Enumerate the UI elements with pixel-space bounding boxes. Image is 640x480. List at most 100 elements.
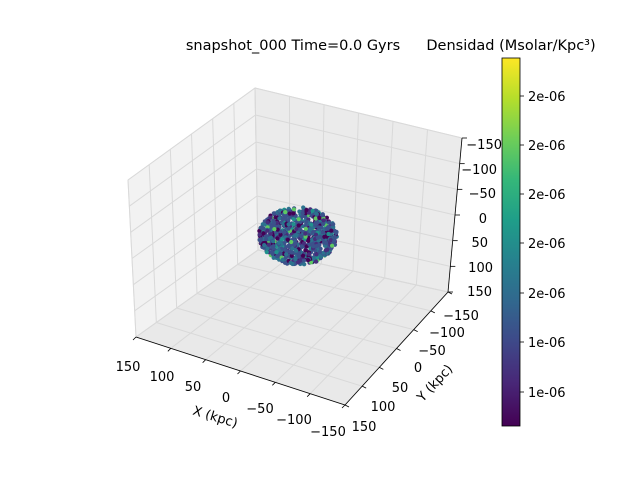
scatter-point — [288, 260, 293, 265]
scatter-point — [302, 241, 307, 246]
scatter-point — [317, 242, 322, 247]
scatter-point — [308, 227, 313, 232]
x-tick — [237, 370, 241, 375]
scatter-point — [306, 238, 311, 243]
y-tick — [361, 385, 367, 389]
x-tick-label: 50 — [185, 380, 202, 395]
x-tick — [132, 336, 137, 341]
scatter-point — [264, 250, 269, 255]
scatter-point — [317, 215, 322, 220]
scatter-point — [303, 211, 308, 216]
grid-lines — [127, 87, 463, 406]
y-tick-label: −50 — [418, 344, 445, 359]
scatter-point — [286, 222, 291, 227]
scatter-point — [261, 231, 266, 236]
scatter-point — [303, 248, 308, 253]
scatter-point — [275, 227, 280, 232]
scatter-point — [286, 226, 291, 231]
x-tick — [341, 404, 346, 409]
scatter-point — [280, 257, 285, 262]
x-axis-label: X (kpc) — [191, 404, 239, 432]
y-tick — [396, 348, 401, 351]
scatter-point — [277, 208, 283, 213]
scatter-point — [265, 228, 270, 233]
scatter-point — [307, 252, 312, 257]
x-tick — [167, 348, 172, 352]
scatter-point — [309, 222, 314, 227]
x-tick — [306, 393, 311, 397]
scatter-point — [320, 213, 325, 218]
scatter-point — [282, 230, 287, 235]
scatter-point — [281, 221, 286, 227]
scatter-point — [327, 220, 332, 225]
scatter-point — [296, 254, 301, 259]
scatter-point — [314, 211, 319, 216]
scatter-point — [268, 215, 273, 220]
scatter-point — [274, 250, 279, 255]
scatter-point — [298, 258, 303, 263]
scatter-point — [259, 225, 264, 230]
scatter-point — [276, 240, 282, 245]
scatter-point — [310, 208, 315, 213]
scatter-point — [314, 252, 319, 257]
scatter-point — [287, 211, 292, 216]
x-tick-label: 0 — [222, 391, 230, 406]
y-tick — [379, 366, 384, 370]
y-tick-labels: 150 100 50 0 −50 −100 −150 — [352, 309, 479, 435]
scatter-point — [315, 235, 320, 240]
scatter-point — [303, 214, 308, 219]
z-tick-label: −100 — [461, 163, 497, 178]
scatter-point — [285, 237, 290, 242]
scatter-point — [318, 254, 323, 259]
y-tick-label: −150 — [443, 309, 479, 324]
colorbar-tick-label: 2e-06 — [528, 90, 566, 105]
grid-line — [134, 222, 258, 312]
scatter-point — [300, 211, 305, 216]
scatter-points — [257, 205, 339, 267]
scatter-point — [317, 249, 322, 254]
grid-line — [237, 264, 431, 312]
scatter-point — [271, 255, 276, 260]
z-tick-label: −150 — [466, 138, 502, 153]
grid-line — [254, 87, 259, 251]
y-tick-label: −100 — [429, 326, 465, 341]
scatter-point — [301, 253, 306, 258]
scatter-point — [302, 262, 307, 267]
scatter-point — [306, 210, 311, 215]
scatter-point — [284, 214, 289, 219]
scatter-point — [262, 243, 267, 248]
x-tick-labels: 150 100 50 0 −50 −100 −150 — [116, 360, 346, 440]
scatter-point — [271, 239, 276, 244]
scatter-point — [323, 248, 328, 253]
colorbar-tick-label: 2e-06 — [528, 188, 566, 203]
scatter-point — [268, 231, 273, 236]
scatter-point — [308, 260, 314, 265]
colorbar-tick-labels: 2e-06 2e-06 2e-06 2e-06 2e-06 1e-06 1e-0… — [528, 90, 566, 401]
colorbar-tick-label: 1e-06 — [528, 336, 566, 351]
z-tick-label: 150 — [467, 285, 492, 300]
scatter-point — [290, 246, 295, 251]
colorbar-tick-label: 2e-06 — [528, 139, 566, 154]
x-tick-label: −50 — [246, 402, 273, 417]
scatter-point — [332, 239, 337, 244]
colorbar-tick-label: 1e-06 — [528, 386, 566, 401]
scatter-point — [284, 252, 289, 257]
y-tick — [344, 404, 350, 408]
scatter-point — [291, 211, 296, 216]
x-tick-label: 100 — [150, 370, 175, 385]
scatter-point — [294, 248, 299, 253]
scatter-point — [332, 235, 337, 240]
scatter-point — [306, 258, 311, 263]
scatter-point — [284, 249, 289, 254]
scatter-point — [326, 231, 331, 237]
scatter-point — [321, 230, 326, 235]
scatter-point — [301, 205, 306, 210]
scatter-point — [265, 246, 270, 251]
z-tick-labels: −150 −100 −50 0 50 100 150 — [461, 138, 502, 300]
scatter-point — [303, 226, 308, 231]
scatter-point — [266, 242, 271, 247]
scatter-point — [324, 215, 329, 220]
scatter-point — [298, 227, 303, 232]
scatter-point — [329, 228, 334, 233]
